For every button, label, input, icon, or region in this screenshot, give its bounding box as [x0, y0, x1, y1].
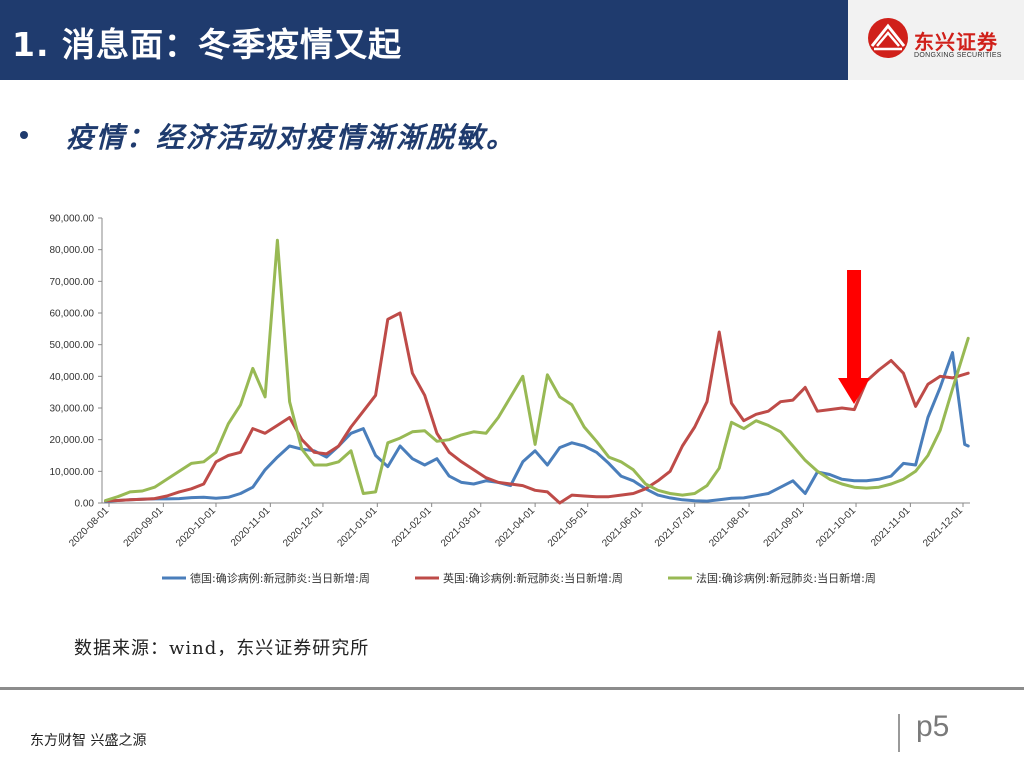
covid-cases-chart: 0.00 10,000.00 20,000.00 30,000.00 40,000.00…: [50, 214, 970, 585]
annotation-arrow: [838, 270, 871, 404]
y-tick-label: 70,000.00: [50, 277, 95, 288]
series-line-2: [104, 238, 970, 502]
header-bar: 1. 消息面：冬季疫情又起: [0, 0, 848, 80]
y-tick-label: 80,000.00: [50, 245, 95, 256]
page-number: p5: [916, 710, 950, 743]
x-tick-label: 2021-05-01: [546, 505, 590, 549]
series-line-1: [104, 311, 970, 505]
x-tick-label: 2021-04-01: [493, 505, 537, 549]
legend-label-1: 英国:确诊病例:新冠肺炎:当日新增:周: [443, 571, 623, 585]
footer-slogan: 东方财智 兴盛之源: [30, 733, 147, 749]
y-tick-label: 90,000.00: [50, 214, 95, 225]
y-tick-label: 20,000.00: [50, 435, 95, 446]
dongxing-logo-icon: [868, 18, 908, 58]
y-tick-label: 30,000.00: [50, 404, 95, 415]
logo-text-cn: 东兴证券: [914, 30, 998, 54]
series-line-0: [104, 351, 970, 503]
bullet-dot: [20, 131, 28, 139]
x-tick-label: 2021-10-01: [814, 505, 858, 549]
page-separator: [898, 714, 900, 752]
x-tick-label: 2021-12-01: [921, 505, 965, 549]
bullet-text: 疫情：经济活动对疫情渐渐脱敏。: [66, 121, 517, 154]
x-tick-label: 2021-08-01: [707, 505, 751, 549]
x-tick-label: 2021-07-01: [653, 505, 697, 549]
page-title: 1. 消息面：冬季疫情又起: [12, 25, 402, 64]
legend-label-2: 法国:确诊病例:新冠肺炎:当日新增:周: [696, 571, 876, 585]
x-tick-label: 2020-12-01: [281, 505, 325, 549]
data-source: 数据来源：wind，东兴证券研究所: [74, 638, 370, 659]
x-tick-label: 2021-01-01: [335, 505, 379, 549]
x-tick-label: 2021-03-01: [439, 505, 483, 549]
y-tick-label: 40,000.00: [50, 372, 95, 383]
x-tick-label: 2020-11-01: [229, 505, 273, 549]
x-tick-label: 2020-10-01: [174, 505, 218, 549]
y-tick-label: 0.00: [75, 499, 95, 510]
x-tick-label: 2021-02-01: [390, 505, 434, 549]
footer-divider: [0, 687, 1024, 690]
x-tick-label: 2021-11-01: [869, 505, 913, 549]
y-tick-label: 60,000.00: [50, 309, 95, 320]
y-tick-label: 50,000.00: [50, 340, 95, 351]
logo-text-en: DONGXING SECURITIES: [914, 52, 1002, 59]
x-tick-label: 2021-09-01: [762, 505, 806, 549]
x-tick-label: 2020-09-01: [122, 505, 166, 549]
x-tick-label: 2020-08-01: [67, 505, 111, 549]
x-tick-label: 2021-06-01: [600, 505, 644, 549]
y-tick-label: 10,000.00: [50, 467, 95, 478]
logo-area: 东兴证券 DONGXING SECURITIES: [848, 0, 1024, 80]
legend-label-0: 德国:确诊病例:新冠肺炎:当日新增:周: [190, 571, 370, 585]
